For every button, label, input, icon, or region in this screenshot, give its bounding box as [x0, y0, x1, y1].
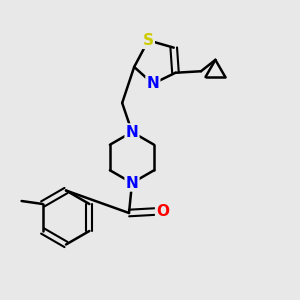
Text: S: S — [143, 33, 154, 48]
Text: N: N — [126, 124, 138, 140]
Text: O: O — [156, 204, 169, 219]
Text: N: N — [146, 76, 159, 91]
Text: N: N — [126, 176, 138, 190]
